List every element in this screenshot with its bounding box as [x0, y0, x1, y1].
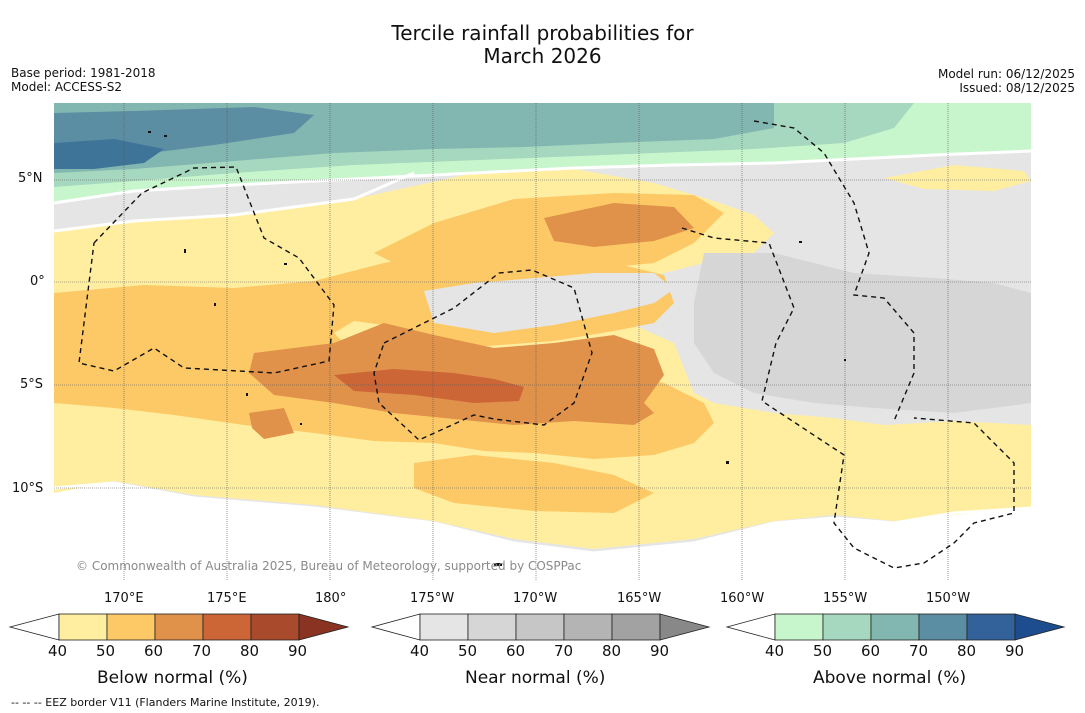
graticule [54, 103, 1031, 580]
colorbar-below-seg-5 [250, 613, 300, 641]
below-normal-70-west [249, 408, 294, 439]
near-normal-east [694, 253, 1031, 413]
contour-line-south [54, 481, 1031, 555]
colorbar-near-title: Near normal (%) [465, 668, 606, 688]
cb-above-tick-90: 90 [1005, 642, 1025, 660]
colorbar-above-seg-4 [918, 613, 968, 641]
eez-footnote: -- -- -- EEZ border V11 (Flanders Marine… [11, 696, 320, 709]
white-region-southwest [54, 493, 124, 580]
issued-date: Issued: 08/12/2025 [959, 81, 1075, 95]
colorbar-above [725, 613, 1066, 641]
colorbar-above-seg-5 [966, 613, 1016, 641]
colorbar-above-seg-2 [822, 613, 872, 641]
contour-line-north [54, 149, 1031, 205]
lon-label-175e: 175°E [207, 591, 247, 606]
lat-label-0: 0° [30, 274, 45, 289]
colorbar-near-seg-5 [611, 613, 661, 641]
lon-label-165w: 165°W [617, 591, 662, 606]
lon-label-170e: 170°E [104, 591, 144, 606]
below-normal-70-north [544, 203, 694, 247]
near-normal-center [424, 273, 674, 333]
model-name: Model: ACCESS-S2 [11, 80, 123, 94]
coastline-islands [148, 131, 846, 566]
below-normal-50-east [884, 165, 1031, 191]
cb-near-tick-90: 90 [650, 642, 670, 660]
meta-left: Base period: 1981-2018 Model: ACCESS-S2 [11, 66, 156, 94]
lat-label-5n: 5°N [18, 171, 43, 186]
eez-border-tuvalu-phoenix [373, 269, 593, 441]
base-period: Base period: 1981-2018 [11, 66, 156, 80]
probability-map: © Commonwealth of Australia 2025, Bureau… [54, 103, 1031, 580]
cb-near-tick-80: 80 [602, 642, 622, 660]
lon-label-160w: 160°W [720, 591, 765, 606]
cb-near-tick-60: 60 [506, 642, 526, 660]
colorbar-above-extend-right [1014, 613, 1066, 641]
model-run: Model run: 06/12/2025 [937, 67, 1075, 81]
lat-label-10s: 10°S [12, 481, 44, 496]
cb-above-tick-80: 80 [957, 642, 977, 660]
eez-border-kiribati-west [78, 166, 335, 374]
colorbar-below-seg-1 [58, 613, 108, 641]
cb-below-tick-90: 90 [288, 642, 308, 660]
cb-near-tick-50: 50 [458, 642, 478, 660]
colorbar-above-extend-left [725, 613, 776, 641]
eez-borders [78, 120, 1015, 569]
below-normal-80-zone [334, 369, 524, 403]
colorbar-below-extend-right [298, 613, 350, 641]
above-normal-90-band [54, 139, 164, 169]
lon-label-170w: 170°W [513, 591, 558, 606]
copyright-note: © Commonwealth of Australia 2025, Bureau… [76, 559, 581, 573]
lon-label-180: 180° [315, 591, 347, 606]
colorbar-near-seg-3 [515, 613, 565, 641]
meta-right: Model run: 06/12/2025 Issued: 08/12/2025 [938, 67, 1075, 95]
cb-above-tick-40: 40 [765, 642, 785, 660]
colorbar-above-title: Above normal (%) [813, 668, 967, 688]
colorbar-below-seg-2 [106, 613, 156, 641]
colorbars [8, 613, 1066, 641]
lon-label-150w: 150°W [926, 591, 971, 606]
cb-below-tick-70: 70 [192, 642, 212, 660]
colorbar-above-seg-1 [774, 613, 824, 641]
colorbar-below-extend-left [8, 613, 60, 641]
colorbar-near-seg-4 [563, 613, 613, 641]
lon-label-155w: 155°W [823, 591, 868, 606]
contour-line-center [54, 171, 415, 233]
colorbar-above-seg-3 [870, 613, 920, 641]
cb-above-tick-60: 60 [861, 642, 881, 660]
colorbar-near-seg-2 [467, 613, 517, 641]
map-title: Tercile rainfall probabilities for March… [391, 21, 694, 68]
cb-above-tick-50: 50 [813, 642, 833, 660]
cb-below-tick-50: 50 [96, 642, 116, 660]
lon-label-175w: 175°W [410, 591, 455, 606]
cb-near-tick-40: 40 [410, 642, 430, 660]
colorbar-near-extend-right [659, 613, 711, 641]
cb-below-tick-40: 40 [48, 642, 68, 660]
below-normal-60-south [414, 455, 654, 513]
colorbar-near [370, 613, 711, 641]
lat-label-5s: 5°S [20, 377, 44, 392]
colorbar-near-seg-1 [419, 613, 469, 641]
colorbar-below [8, 613, 350, 641]
colorbar-near-extend-left [370, 613, 421, 641]
cb-near-tick-70: 70 [554, 642, 574, 660]
cb-above-tick-70: 70 [909, 642, 929, 660]
colorbar-below-seg-4 [202, 613, 252, 641]
eez-border-cook [681, 227, 1015, 569]
cb-below-tick-60: 60 [144, 642, 164, 660]
colorbar-below-seg-3 [154, 613, 204, 641]
below-normal-50-southeast [704, 455, 854, 498]
cb-below-tick-80: 80 [240, 642, 260, 660]
colorbar-below-title: Below normal (%) [97, 668, 248, 688]
